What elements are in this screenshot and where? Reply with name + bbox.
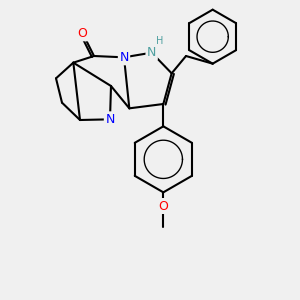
Text: O: O	[158, 200, 168, 212]
Text: N: N	[119, 51, 129, 64]
Text: H: H	[156, 36, 163, 46]
Text: O: O	[78, 27, 88, 40]
Text: N: N	[147, 46, 156, 59]
Text: N: N	[105, 113, 115, 126]
